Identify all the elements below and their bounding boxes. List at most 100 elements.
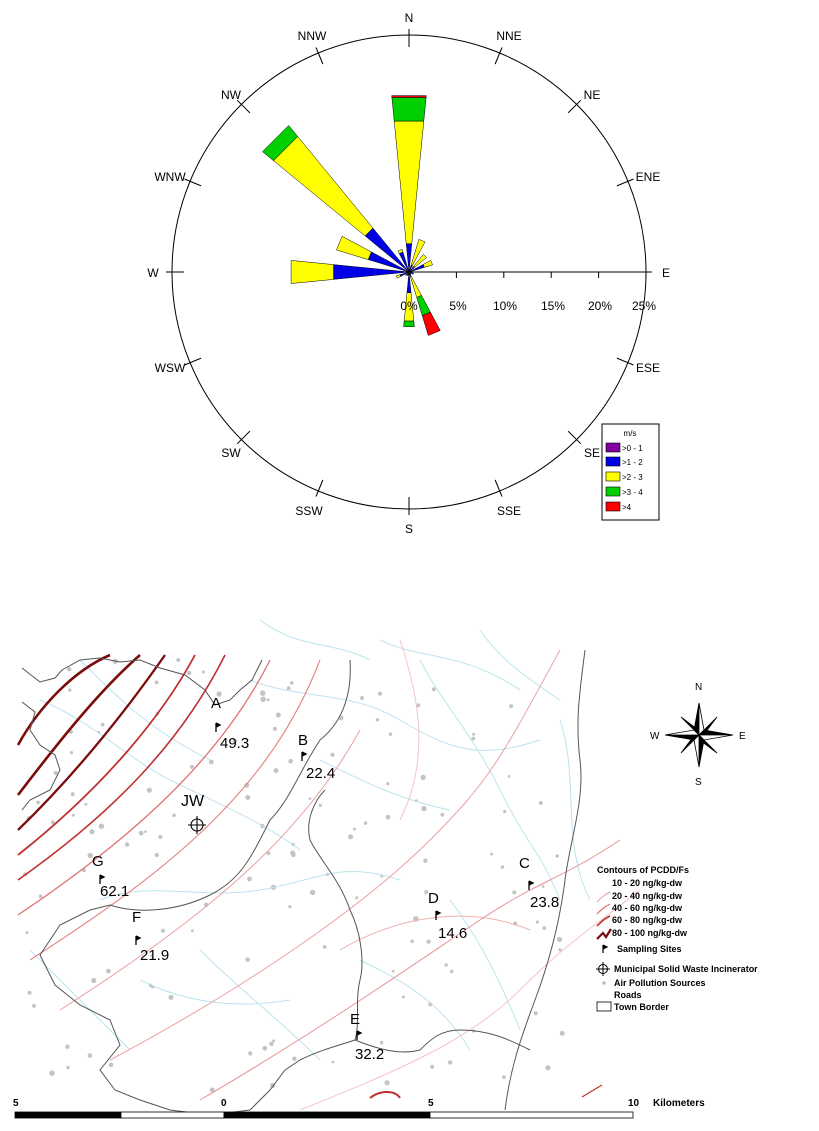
contour-40-60-b: [29, 659, 321, 961]
contour-80-100-b: [16, 654, 141, 796]
direction-label-sw: SW: [221, 446, 241, 460]
air-pollution-source-dot: [248, 1051, 253, 1056]
wind-rose-chart: N NNE NE ENE E ESE SE SSE S SSW SW WSW W…: [147, 11, 670, 536]
air-pollution-source-dot: [555, 854, 559, 858]
site-d-id: D: [428, 890, 439, 907]
direction-label-ssw: SSW: [295, 504, 323, 518]
incinerator-marker: [188, 816, 206, 834]
air-pollution-source-dots: [23, 658, 565, 1093]
scale-tick-0: 0: [221, 1098, 227, 1109]
air-pollution-source-dot: [150, 954, 154, 958]
site-c: C 23.8: [519, 855, 559, 911]
direction-label-sse: SSE: [497, 504, 521, 518]
air-pollution-source-dot: [375, 718, 380, 722]
air-pollution-source-dot: [87, 1053, 93, 1058]
direction-label-w: W: [147, 266, 159, 280]
compass-tick: [616, 357, 634, 366]
direction-label-wsw: WSW: [155, 361, 186, 375]
air-pollution-source-dot: [69, 751, 74, 755]
site-c-id: C: [519, 855, 530, 872]
air-pollution-source-dot: [208, 759, 214, 765]
compass-n: N: [695, 682, 702, 693]
scale-tick-5: 5: [428, 1098, 434, 1109]
site-b: B 22.4: [298, 732, 335, 782]
air-pollution-source-dot: [444, 963, 448, 967]
petal-n-bin-2: [393, 120, 425, 244]
air-pollution-source-dot: [27, 990, 32, 995]
ring-label-10: 10%: [493, 299, 517, 313]
legend-contour-80-100-swatch: [596, 928, 612, 940]
direction-label-ne: NE: [584, 88, 601, 102]
legend-contour-10-20: 10 - 20 ng/kg-dw: [612, 878, 683, 888]
air-pollution-source-dot: [71, 813, 75, 817]
direction-label-nnw: NNW: [298, 29, 327, 43]
site-g: G 62.1: [92, 853, 129, 900]
site-g-id: G: [92, 853, 104, 870]
air-pollution-source-dot: [32, 1003, 36, 1008]
direction-label-wnw: WNW: [154, 170, 186, 184]
legend-label-0-1: >0 - 1: [622, 444, 643, 453]
air-pollution-source-dot: [308, 797, 312, 800]
petal-nw-bin-2: [273, 136, 374, 237]
petal-sse-bin-2: [410, 275, 422, 298]
site-e-id: E: [350, 1011, 360, 1028]
contour-60-80-a: [17, 654, 196, 856]
air-pollution-source-dot: [533, 1011, 538, 1016]
wind-speed-legend: m/s >0 - 1 >1 - 2 >2 - 3 >3 - 4 >4: [601, 423, 660, 521]
petal-n-bin-4: [391, 95, 427, 98]
air-pollution-source-dot: [68, 688, 72, 692]
air-pollution-source-dot: [98, 823, 105, 829]
air-pollution-source-dot: [87, 852, 93, 859]
contour-80-100-c: [17, 654, 166, 831]
direction-label-ene: ENE: [636, 170, 661, 184]
air-pollution-source-dot: [247, 876, 252, 882]
legend-incinerator-icon: [596, 962, 610, 976]
petal-sse-bin-3: [416, 295, 431, 316]
site-b-id: B: [298, 732, 308, 749]
air-pollution-source-dot: [291, 852, 296, 858]
compass-s: S: [695, 777, 702, 788]
contour-10-20-b: [399, 639, 420, 821]
petal-wsw-bin-2: [395, 274, 401, 279]
compass-tick: [567, 99, 582, 114]
air-pollution-source-dot: [288, 905, 292, 909]
air-pollution-source-dot: [391, 969, 395, 973]
site-e-value: 32.2: [355, 1046, 384, 1063]
legend-swatch-3-4: [605, 486, 621, 497]
air-pollution-source-dot: [84, 802, 88, 806]
air-pollution-source-dot: [507, 775, 511, 778]
legend-incinerator: Municipal Solid Waste Incinerator: [614, 964, 758, 974]
ring-label-0: 0%: [400, 299, 418, 313]
air-pollution-source-dot: [269, 1041, 274, 1047]
air-pollution-source-dot: [272, 1039, 276, 1043]
air-pollution-source-dot: [348, 834, 354, 840]
wind-rose-petals: [262, 95, 441, 336]
legend-contour-40-60: 40 - 60 ng/kg-dw: [612, 903, 683, 913]
legend-contours-title: Contours of PCDD/Fs: [597, 865, 689, 875]
legend-label-1-2: >1 - 2: [622, 458, 643, 467]
air-pollution-source-dot: [503, 809, 507, 814]
contour-80-100-a: [16, 653, 111, 746]
air-pollution-source-dot: [176, 658, 181, 662]
air-pollution-source-dot: [262, 1045, 268, 1051]
legend-label-gt4: >4: [622, 503, 632, 512]
petal-nw-bin-3: [262, 125, 299, 162]
site-a-value: 49.3: [220, 735, 249, 752]
direction-label-ese: ESE: [636, 361, 660, 375]
legend-contour-60-80: 60 - 80 ng/kg-dw: [612, 915, 683, 925]
air-pollution-source-dot: [187, 670, 192, 676]
legend-contour-20-40: 20 - 40 ng/kg-dw: [612, 891, 683, 901]
air-pollution-source-dot: [50, 820, 56, 825]
scale-bar: 5 0 5 10 Kilometers: [13, 1098, 705, 1119]
air-pollution-source-dot: [330, 752, 335, 757]
compass-tick: [315, 47, 324, 65]
petal-w-bin-2: [290, 260, 334, 284]
air-pollution-source-dot: [161, 928, 165, 933]
site-g-value: 62.1: [100, 883, 129, 900]
air-pollution-source-dot: [440, 812, 445, 817]
compass-tick: [494, 47, 503, 65]
air-pollution-source-dot: [172, 813, 176, 817]
air-pollution-source-dot: [353, 827, 356, 831]
air-pollution-source-dot: [25, 931, 29, 935]
air-pollution-source-dot: [431, 687, 436, 692]
